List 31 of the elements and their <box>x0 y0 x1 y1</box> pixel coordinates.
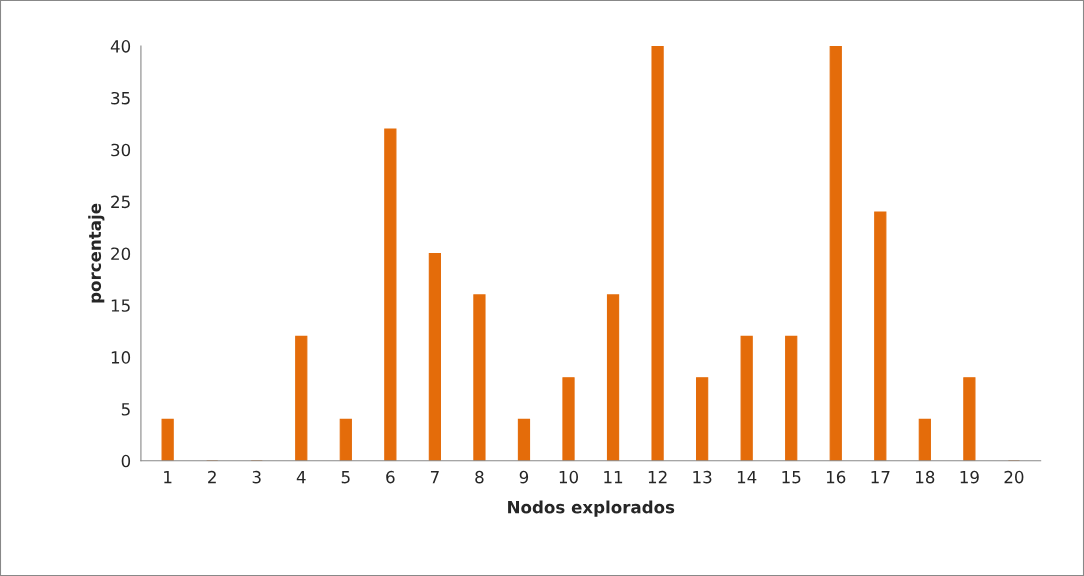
y-tick-label: 30 <box>111 143 131 157</box>
x-tick-label: 7 <box>430 471 439 484</box>
x-tick-label: 17 <box>871 471 890 484</box>
x-axis-title: Nodos explorados <box>508 500 675 517</box>
y-tick-label: 35 <box>111 91 130 105</box>
x-tick-label: 18 <box>916 470 935 484</box>
x-tick-label: 12 <box>648 470 667 484</box>
x-tick-label: 14 <box>737 471 757 484</box>
y-tick-label: 0 <box>121 454 131 468</box>
x-tick-label: 16 <box>826 470 846 484</box>
y-tick-label: 25 <box>111 195 130 209</box>
x-tick-label: 9 <box>519 470 529 484</box>
x-tick-label: 10 <box>559 470 579 484</box>
y-tick-label: 10 <box>111 351 131 364</box>
y-tick-label: 5 <box>121 403 130 416</box>
y-axis-title: porcentaje <box>88 203 105 303</box>
x-tick-label: 4 <box>296 471 306 484</box>
y-tick-label: 40 <box>110 40 131 53</box>
x-tick-label: 19 <box>960 470 979 484</box>
x-tick-label: 13 <box>693 470 712 484</box>
x-tick-label: 11 <box>604 471 623 484</box>
x-tick-label: 5 <box>341 471 350 484</box>
x-tick-label: 20 <box>1004 470 1024 484</box>
x-tick-label: 1 <box>164 471 172 484</box>
y-tick-label: 15 <box>111 299 130 312</box>
y-tick-label: 20 <box>111 247 131 261</box>
x-tick-label: 8 <box>475 470 484 484</box>
x-tick-label: 3 <box>252 470 261 484</box>
x-tick-label: 6 <box>386 470 395 484</box>
x-tick-label: 2 <box>208 470 216 484</box>
x-tick-label: 15 <box>782 471 801 484</box>
